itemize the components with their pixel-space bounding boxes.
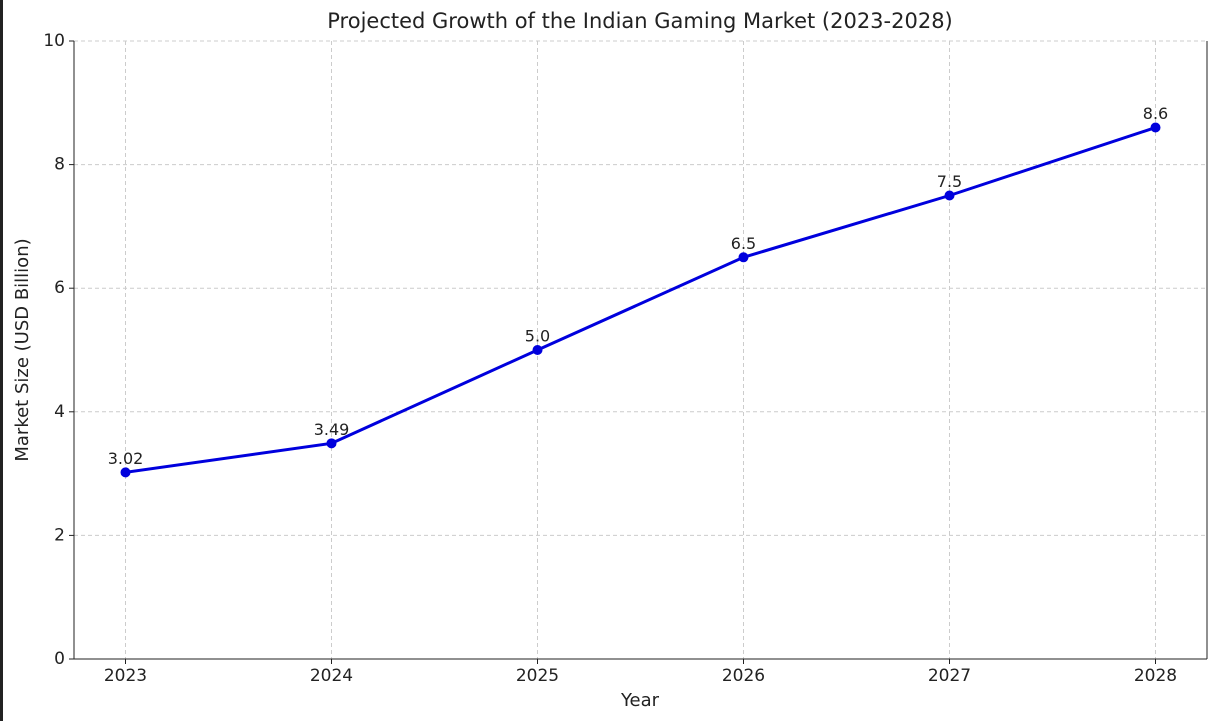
data-label: 7.5 [937,172,962,191]
data-label: 3.49 [314,420,350,439]
data-label: 6.5 [731,234,756,253]
point [1150,122,1161,133]
point [326,438,337,449]
x-tick-label: 2024 [310,666,353,686]
y-tick-label: 6 [54,278,65,298]
line [125,126,1156,474]
point [944,190,955,201]
x-tick-label: 2025 [516,666,559,686]
y-tick-label: 2 [54,525,65,545]
x-tick-label: 2026 [722,666,765,686]
y-axis-label: Market Size (USD Billion) [12,238,33,461]
x-tick-label: 2027 [928,666,971,686]
x-tick-label: 2023 [104,666,147,686]
x-axis-label: Year [620,690,660,711]
data-label: 3.02 [108,449,144,468]
data-label: 5.0 [525,327,550,346]
chart-title: Projected Growth of the Indian Gaming Ma… [327,9,953,33]
frame-edge [0,0,3,721]
y-tick-label: 10 [43,31,65,51]
x-tick-label: 2028 [1134,666,1177,686]
y-tick-label: 0 [54,649,65,669]
point [738,252,749,263]
point [120,467,131,478]
y-tick-label: 8 [54,155,65,175]
data-label: 8.6 [1143,104,1168,123]
y-tick-label: 4 [54,402,65,422]
point [532,345,543,355]
